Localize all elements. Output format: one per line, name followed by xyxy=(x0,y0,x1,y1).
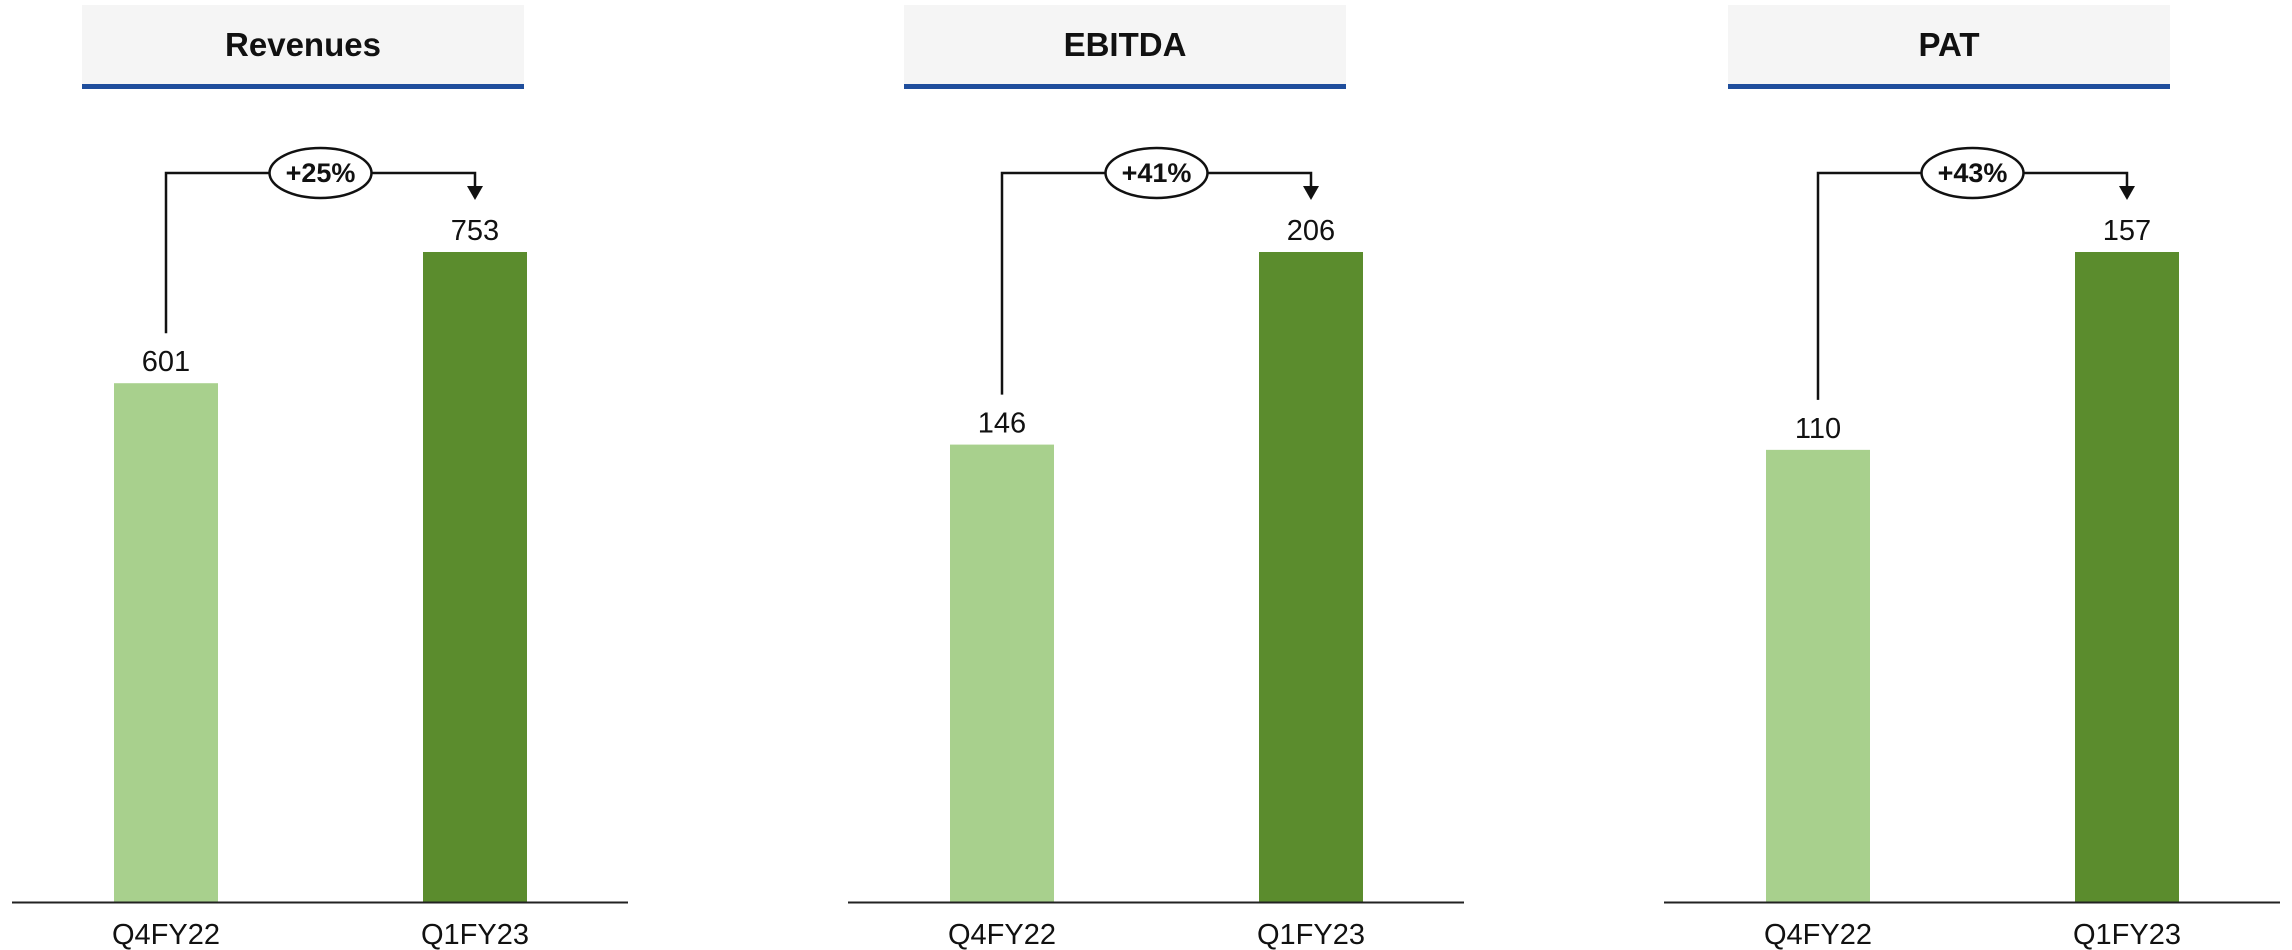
growth-badge xyxy=(1104,146,1209,200)
bar-chart-revenues: 601 Q4FY22 753 Q1FY23 +25% xyxy=(12,146,628,950)
growth-badge xyxy=(268,146,373,200)
growth-bracket-left xyxy=(1000,171,1106,395)
growth-arrowhead-icon xyxy=(1303,186,1319,200)
bar-q4fy22 xyxy=(1766,449,1870,902)
growth-bracket-right xyxy=(371,171,477,188)
chart-title: EBITDA xyxy=(1063,25,1187,63)
data-label: 157 xyxy=(2103,215,2151,247)
chart-title-box: EBITDA xyxy=(904,5,1346,89)
bar-chart-pat: 110 Q4FY22 157 Q1FY23 +43% xyxy=(1664,146,2280,950)
bar-q1fy23 xyxy=(1259,252,1363,902)
growth-label: +41% xyxy=(1122,158,1192,188)
growth-bracket-left xyxy=(164,171,270,334)
x-tick-label: Q1FY23 xyxy=(421,919,529,950)
x-tick-label: Q4FY22 xyxy=(948,919,1056,950)
x-tick-label: Q1FY23 xyxy=(2073,919,2181,950)
data-label: 146 xyxy=(978,408,1026,440)
growth-arrowhead-icon xyxy=(467,186,483,200)
bar-q4fy22 xyxy=(950,444,1054,902)
data-label: 601 xyxy=(142,346,190,378)
growth-label: +43% xyxy=(1938,158,2008,188)
chart-panel-revenues: Revenues 601 Q4FY22 753 Q1FY23 +25% xyxy=(0,0,640,950)
x-tick-label: Q1FY23 xyxy=(1257,919,1365,950)
bar-q1fy23 xyxy=(2075,252,2179,902)
x-tick-label: Q4FY22 xyxy=(1764,919,1872,950)
growth-bracket-left xyxy=(1816,171,1922,400)
data-label: 753 xyxy=(451,215,499,247)
growth-bracket-right xyxy=(2023,171,2129,188)
growth-badge xyxy=(1920,146,2025,200)
data-label: 206 xyxy=(1287,215,1335,247)
chart-title: PAT xyxy=(1918,25,1980,63)
chart-title: Revenues xyxy=(225,25,381,63)
chart-title-box: PAT xyxy=(1728,5,2170,89)
growth-arrowhead-icon xyxy=(2119,186,2135,200)
chart-panel-pat: PAT 110 Q4FY22 157 Q1FY23 +43% xyxy=(1652,0,2292,950)
growth-bracket-right xyxy=(1207,171,1313,188)
bar-chart-ebitda: 146 Q4FY22 206 Q1FY23 +41% xyxy=(848,146,1464,950)
chart-panel-ebitda: EBITDA 146 Q4FY22 206 Q1FY23 +41% xyxy=(836,0,1476,950)
growth-label: +25% xyxy=(286,158,356,188)
data-label: 110 xyxy=(1795,413,1841,445)
bar-q1fy23 xyxy=(423,252,527,902)
x-tick-label: Q4FY22 xyxy=(112,919,220,950)
chart-title-box: Revenues xyxy=(82,5,524,89)
bar-q4fy22 xyxy=(114,383,218,902)
